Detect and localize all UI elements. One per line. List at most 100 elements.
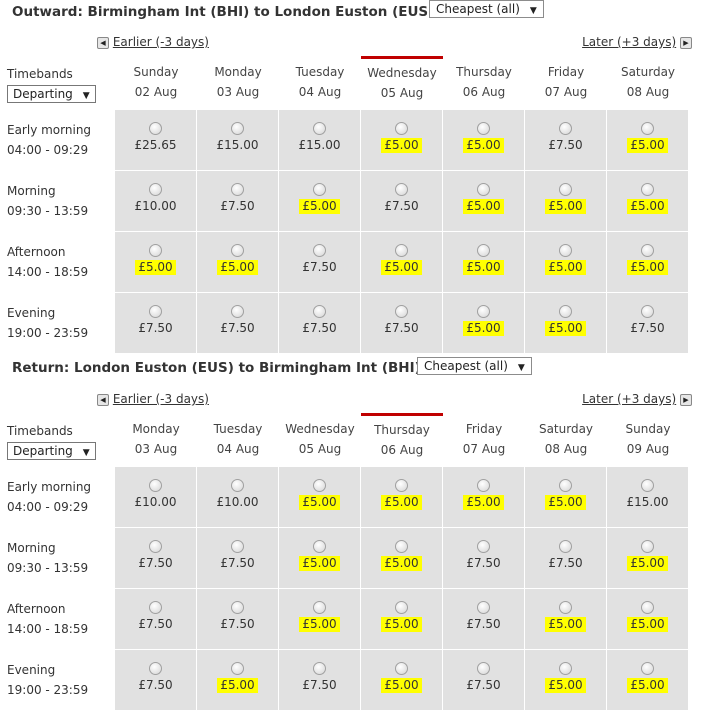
radio-icon[interactable] xyxy=(477,601,490,614)
radio-icon[interactable] xyxy=(477,244,490,257)
radio-icon[interactable] xyxy=(149,662,162,675)
fare-cell[interactable]: £7.50 xyxy=(197,293,279,354)
radio-icon[interactable] xyxy=(477,540,490,553)
radio-icon[interactable] xyxy=(641,601,654,614)
radio-icon[interactable] xyxy=(477,662,490,675)
fare-cell[interactable]: £7.50 xyxy=(115,589,197,650)
triangle-left-icon[interactable]: ◀ xyxy=(97,36,109,49)
radio-icon[interactable] xyxy=(149,244,162,257)
radio-icon[interactable] xyxy=(641,244,654,257)
fare-cell[interactable]: £7.50 xyxy=(115,528,197,589)
radio-icon[interactable] xyxy=(559,244,572,257)
radio-icon[interactable] xyxy=(313,479,326,492)
fare-cell[interactable]: £5.00 xyxy=(607,528,689,589)
fare-cell[interactable]: £5.00 xyxy=(443,293,525,354)
fare-cell[interactable]: £5.00 xyxy=(607,650,689,711)
fare-cell[interactable]: £5.00 xyxy=(361,528,443,589)
fare-cell[interactable]: £5.00 xyxy=(525,467,607,528)
fare-cell[interactable]: £7.50 xyxy=(279,232,361,293)
fare-cell[interactable]: £7.50 xyxy=(115,293,197,354)
radio-icon[interactable] xyxy=(641,122,654,135)
radio-icon[interactable] xyxy=(313,305,326,318)
radio-icon[interactable] xyxy=(149,305,162,318)
outward-later-label[interactable]: Later (+3 days) xyxy=(582,35,677,49)
radio-icon[interactable] xyxy=(313,601,326,614)
fare-cell[interactable]: £5.00 xyxy=(443,171,525,232)
fare-cell[interactable]: £5.00 xyxy=(443,110,525,171)
radio-icon[interactable] xyxy=(395,183,408,196)
radio-icon[interactable] xyxy=(559,183,572,196)
return-later-link[interactable]: Later (+3 days) ▶ xyxy=(582,392,692,406)
fare-cell[interactable]: £10.00 xyxy=(197,467,279,528)
radio-icon[interactable] xyxy=(559,305,572,318)
radio-icon[interactable] xyxy=(477,183,490,196)
fare-cell[interactable]: £5.00 xyxy=(279,528,361,589)
fare-cell[interactable]: £10.00 xyxy=(115,467,197,528)
triangle-right-icon[interactable]: ▶ xyxy=(680,393,692,406)
fare-cell[interactable]: £15.00 xyxy=(279,110,361,171)
radio-icon[interactable] xyxy=(641,479,654,492)
fare-cell[interactable]: £25.65 xyxy=(115,110,197,171)
fare-cell[interactable]: £7.50 xyxy=(361,171,443,232)
radio-icon[interactable] xyxy=(641,305,654,318)
radio-icon[interactable] xyxy=(395,540,408,553)
triangle-left-icon[interactable]: ◀ xyxy=(97,393,109,406)
return-earlier-label[interactable]: Earlier (-3 days) xyxy=(112,392,209,406)
radio-icon[interactable] xyxy=(641,662,654,675)
fare-cell[interactable]: £7.50 xyxy=(197,171,279,232)
radio-icon[interactable] xyxy=(149,601,162,614)
radio-icon[interactable] xyxy=(313,122,326,135)
outward-departing-select[interactable]: Departing ▼ xyxy=(7,85,96,103)
radio-icon[interactable] xyxy=(231,183,244,196)
radio-icon[interactable] xyxy=(231,601,244,614)
fare-cell[interactable]: £5.00 xyxy=(443,467,525,528)
fare-cell[interactable]: £5.00 xyxy=(361,589,443,650)
fare-cell[interactable]: £5.00 xyxy=(525,171,607,232)
radio-icon[interactable] xyxy=(559,662,572,675)
radio-icon[interactable] xyxy=(395,479,408,492)
fare-cell[interactable]: £15.00 xyxy=(197,110,279,171)
radio-icon[interactable] xyxy=(559,479,572,492)
radio-icon[interactable] xyxy=(477,305,490,318)
fare-cell[interactable]: £7.50 xyxy=(197,528,279,589)
fare-cell[interactable]: £5.00 xyxy=(607,171,689,232)
fare-cell[interactable]: £5.00 xyxy=(115,232,197,293)
triangle-right-icon[interactable]: ▶ xyxy=(680,36,692,49)
fare-cell[interactable]: £7.50 xyxy=(607,293,689,354)
fare-cell[interactable]: £5.00 xyxy=(525,650,607,711)
radio-icon[interactable] xyxy=(231,122,244,135)
fare-cell[interactable]: £5.00 xyxy=(607,110,689,171)
radio-icon[interactable] xyxy=(641,540,654,553)
radio-icon[interactable] xyxy=(313,244,326,257)
return-departing-select[interactable]: Departing ▼ xyxy=(7,442,96,460)
fare-cell[interactable]: £5.00 xyxy=(525,232,607,293)
radio-icon[interactable] xyxy=(231,662,244,675)
fare-cell[interactable]: £7.50 xyxy=(443,528,525,589)
fare-cell[interactable]: £5.00 xyxy=(607,589,689,650)
outward-earlier-label[interactable]: Earlier (-3 days) xyxy=(112,35,209,49)
return-earlier-link[interactable]: ◀ Earlier (-3 days) xyxy=(97,392,209,406)
return-later-label[interactable]: Later (+3 days) xyxy=(582,392,677,406)
radio-icon[interactable] xyxy=(231,540,244,553)
fare-cell[interactable]: £5.00 xyxy=(361,232,443,293)
return-fare-filter-select[interactable]: Cheapest (all) ▼ xyxy=(417,357,532,375)
radio-icon[interactable] xyxy=(395,601,408,614)
radio-icon[interactable] xyxy=(395,244,408,257)
fare-cell[interactable]: £5.00 xyxy=(607,232,689,293)
radio-icon[interactable] xyxy=(149,540,162,553)
fare-cell[interactable]: £5.00 xyxy=(361,110,443,171)
fare-cell[interactable]: £7.50 xyxy=(115,650,197,711)
fare-cell[interactable]: £5.00 xyxy=(443,232,525,293)
fare-cell[interactable]: £7.50 xyxy=(443,589,525,650)
radio-icon[interactable] xyxy=(231,479,244,492)
fare-cell[interactable]: £5.00 xyxy=(279,171,361,232)
radio-icon[interactable] xyxy=(149,122,162,135)
outward-later-link[interactable]: Later (+3 days) ▶ xyxy=(582,35,692,49)
radio-icon[interactable] xyxy=(395,662,408,675)
radio-icon[interactable] xyxy=(395,305,408,318)
fare-cell[interactable]: £7.50 xyxy=(197,589,279,650)
fare-cell[interactable]: £7.50 xyxy=(525,110,607,171)
radio-icon[interactable] xyxy=(559,601,572,614)
radio-icon[interactable] xyxy=(313,540,326,553)
fare-cell[interactable]: £5.00 xyxy=(279,589,361,650)
